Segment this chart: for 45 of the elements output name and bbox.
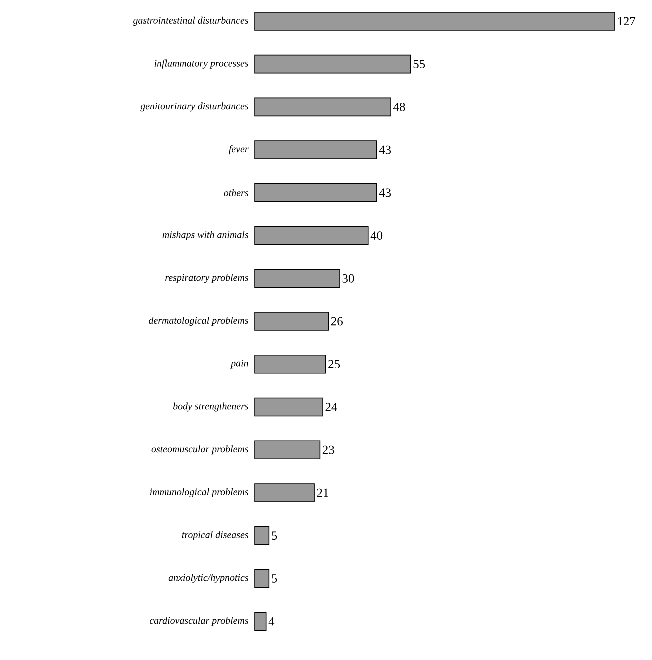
bar (254, 269, 340, 288)
data-label: 40 (370, 232, 383, 240)
bar (254, 312, 330, 331)
data-label: 26 (331, 317, 343, 326)
y-tick-label: anxiolytic/hypnotics (168, 574, 249, 584)
bar (254, 226, 369, 246)
data-label: 4 (268, 617, 275, 626)
y-tick-label: others (224, 189, 249, 196)
bar (254, 12, 616, 31)
bar (254, 354, 326, 374)
bar (254, 184, 378, 202)
bar (254, 140, 378, 160)
data-label: 23 (322, 446, 334, 454)
data-label: 43 (379, 188, 392, 198)
y-tick-label: inflammatory processes (154, 60, 249, 69)
y-tick-label: osteomuscular problems (152, 446, 248, 455)
y-tick-label: pain (230, 360, 248, 369)
bar (254, 398, 324, 417)
data-label: 127 (618, 17, 636, 26)
y-tick-label: cardiovascular problems (150, 617, 249, 626)
y-tick-label: respiratory problems (166, 274, 249, 284)
bar (254, 612, 267, 631)
bar (254, 526, 270, 546)
bar (254, 54, 412, 74)
data-label: 24 (326, 403, 338, 412)
data-label: 5 (272, 574, 278, 583)
bar (254, 440, 321, 460)
data-label: 21 (317, 488, 328, 498)
bar (254, 569, 270, 588)
y-tick-label: immunological problems (150, 488, 249, 498)
y-tick-label: body strengtheners (173, 402, 249, 412)
data-label: 48 (394, 102, 406, 112)
y-tick-label: genitourinary disturbances (140, 102, 249, 112)
data-label: 43 (379, 146, 392, 154)
data-label: 30 (342, 274, 354, 283)
y-tick-label: fever (229, 145, 249, 155)
y-tick-label: dermatological problems (149, 316, 249, 326)
data-label: 55 (414, 60, 426, 68)
y-tick-label: mishaps with animals (162, 231, 249, 240)
data-label: 25 (328, 360, 340, 369)
y-tick-label: gastrointestinal disturbances (133, 16, 248, 26)
bar (254, 484, 315, 502)
data-label: 5 (272, 532, 278, 540)
bar (254, 98, 392, 117)
y-tick-label: tropical diseases (182, 531, 248, 540)
